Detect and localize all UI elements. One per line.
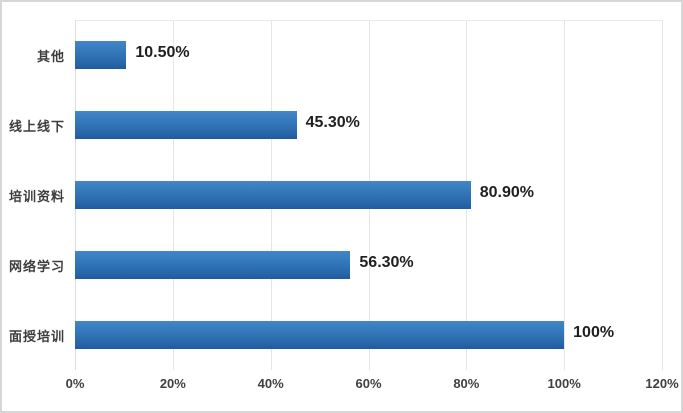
x-axis-tick-label: 40% — [257, 376, 284, 391]
value-label: 10.50% — [135, 44, 190, 61]
bar-1 — [75, 41, 127, 69]
x-axis-tick-label: 120% — [645, 376, 679, 391]
value-label: 80.90% — [479, 184, 534, 201]
gridline — [564, 20, 566, 370]
value-label: 56.30% — [359, 254, 414, 271]
x-axis-tick-label: 60% — [355, 376, 382, 391]
gridline — [662, 20, 663, 370]
x-axis-tick-label: 100% — [547, 376, 581, 391]
category-label: 培训资料 — [8, 189, 65, 204]
x-axis-tick-label: 20% — [159, 376, 186, 391]
value-label: 100% — [573, 324, 615, 341]
value-label: 45.30% — [305, 114, 360, 131]
category-label: 线上线下 — [8, 119, 65, 134]
bar-2 — [75, 111, 297, 139]
bar-5 — [75, 321, 565, 349]
bar-4 — [75, 251, 351, 279]
category-label: 面授培训 — [8, 329, 65, 344]
x-axis-tick-label: 80% — [453, 376, 480, 391]
category-label: 其他 — [36, 49, 65, 64]
category-label: 网络学习 — [8, 259, 65, 274]
x-axis-tick-label: 0% — [65, 376, 85, 391]
bar-3 — [75, 181, 471, 209]
